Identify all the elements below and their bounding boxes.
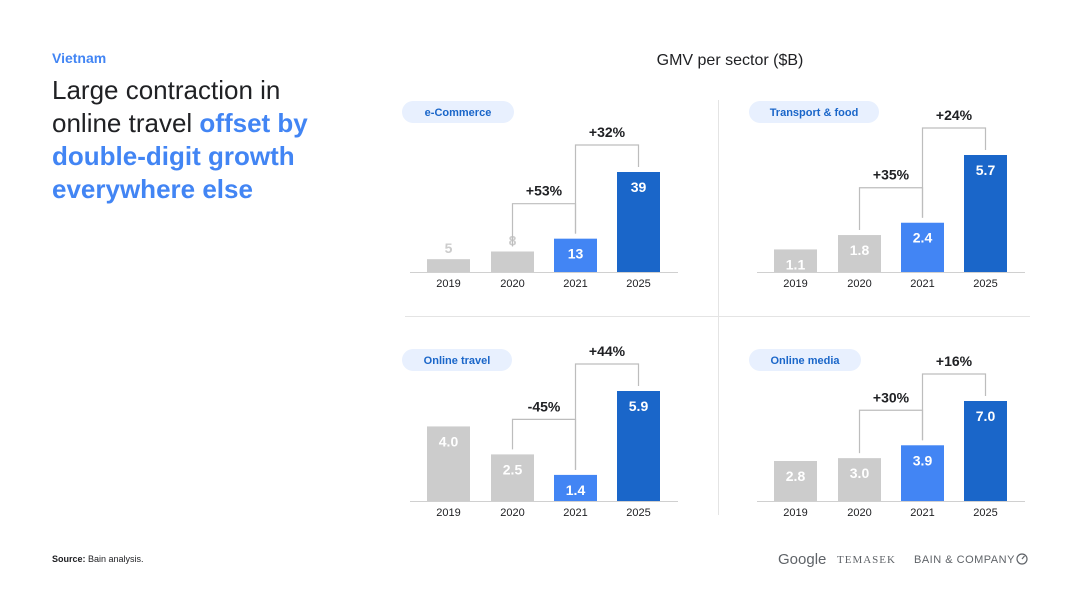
bar-online-media-2020 <box>838 458 881 501</box>
sector-title-e-commerce: e-Commerce <box>425 107 492 119</box>
growth-label: +32% <box>589 124 626 140</box>
data-label: 2.4 <box>913 230 933 246</box>
growth-bracket <box>574 144 640 234</box>
bar-online-travel-2021 <box>554 474 597 501</box>
tick-label: 2025 <box>626 278 650 290</box>
tick-label: 2019 <box>436 278 460 290</box>
bar-e-commerce-2021 <box>554 238 597 272</box>
sector-title-online-media: Online media <box>770 355 840 367</box>
headline: Large contraction in online travel offse… <box>52 74 352 206</box>
bar-e-commerce-2019 <box>427 259 470 272</box>
growth-bracket <box>921 127 987 218</box>
data-label: 2.8 <box>786 468 806 484</box>
growth-label: +35% <box>873 167 910 183</box>
bar-online-travel-2019 <box>427 426 470 501</box>
tick-label: 2019 <box>436 507 460 519</box>
tick-label: 2021 <box>563 507 587 519</box>
tick-label: 2020 <box>847 278 871 290</box>
tick-label: 2020 <box>500 507 524 519</box>
data-label: 5.7 <box>976 162 996 178</box>
bain-mark-icon <box>1016 553 1028 565</box>
tick-label: 2019 <box>783 507 807 519</box>
tick-label: 2019 <box>783 278 807 290</box>
vertical-divider <box>718 100 719 515</box>
bar-transport-food-2020 <box>838 235 881 272</box>
growth-label: +44% <box>589 343 626 359</box>
data-label: 1.1 <box>786 256 806 272</box>
bar-online-media-2025 <box>964 401 1007 501</box>
temasek-logo: TEMASEK <box>837 554 896 566</box>
sector-pill-online-travel <box>402 349 512 371</box>
bar-transport-food-2019 <box>774 249 817 272</box>
sector-title-online-travel: Online travel <box>424 355 491 367</box>
data-label: 1.8 <box>850 242 870 258</box>
growth-label: +53% <box>526 183 563 199</box>
data-label: 1.4 <box>566 482 586 498</box>
data-label: 39 <box>631 179 647 195</box>
sector-pill-transport-food <box>749 101 879 123</box>
growth-bracket <box>921 373 987 441</box>
growth-label: +30% <box>873 389 910 405</box>
tick-label: 2020 <box>500 278 524 290</box>
data-label: 4.0 <box>439 433 459 449</box>
data-label: 5 <box>445 240 453 256</box>
tick-label: 2021 <box>910 507 934 519</box>
bar-e-commerce-2025 <box>617 172 660 272</box>
headline-plain: Large contraction in online travel <box>52 75 281 138</box>
headline-highlight: offset by double-digit growth everywhere… <box>52 108 308 204</box>
horizontal-divider <box>405 316 1030 317</box>
growth-label: +24% <box>936 107 973 123</box>
sector-pill-online-media <box>749 349 861 371</box>
source-label: Source: <box>52 554 86 564</box>
tick-label: 2021 <box>563 278 587 290</box>
region-kicker: Vietnam <box>52 50 107 66</box>
sector-pill-e-commerce <box>402 101 514 123</box>
data-label: 7.0 <box>976 408 996 424</box>
google-logo: Google <box>778 551 827 568</box>
bar-online-media-2021 <box>901 445 944 501</box>
partner-logos: Google TEMASEK BAIN & COMPANY <box>778 551 1030 571</box>
data-label: 5.9 <box>629 398 649 414</box>
source-text: Bain analysis. <box>85 554 144 564</box>
sector-title-transport-food: Transport & food <box>770 107 859 119</box>
bar-e-commerce-2020 <box>491 251 534 272</box>
bar-online-travel-2025 <box>617 391 660 501</box>
source-note: Source: Bain analysis. <box>52 554 144 564</box>
tick-label: 2025 <box>973 507 997 519</box>
data-label: 3.9 <box>913 452 933 468</box>
tick-label: 2020 <box>847 507 871 519</box>
data-label: 13 <box>568 246 584 262</box>
chart-title: GMV per sector ($B) <box>656 52 804 69</box>
data-label: 2.5 <box>503 461 523 477</box>
bain-logo: BAIN & COMPANY <box>914 554 1015 566</box>
bar-transport-food-2021 <box>901 222 944 272</box>
tick-label: 2025 <box>973 278 997 290</box>
bar-transport-food-2025 <box>964 155 1007 272</box>
bar-online-travel-2020 <box>491 454 534 501</box>
growth-label: +16% <box>936 353 973 369</box>
growth-label: -45% <box>528 398 561 414</box>
data-label: 3.0 <box>850 465 870 481</box>
bar-online-media-2019 <box>774 461 817 501</box>
growth-bracket <box>574 363 640 470</box>
tick-label: 2021 <box>910 278 934 290</box>
tick-label: 2025 <box>626 507 650 519</box>
